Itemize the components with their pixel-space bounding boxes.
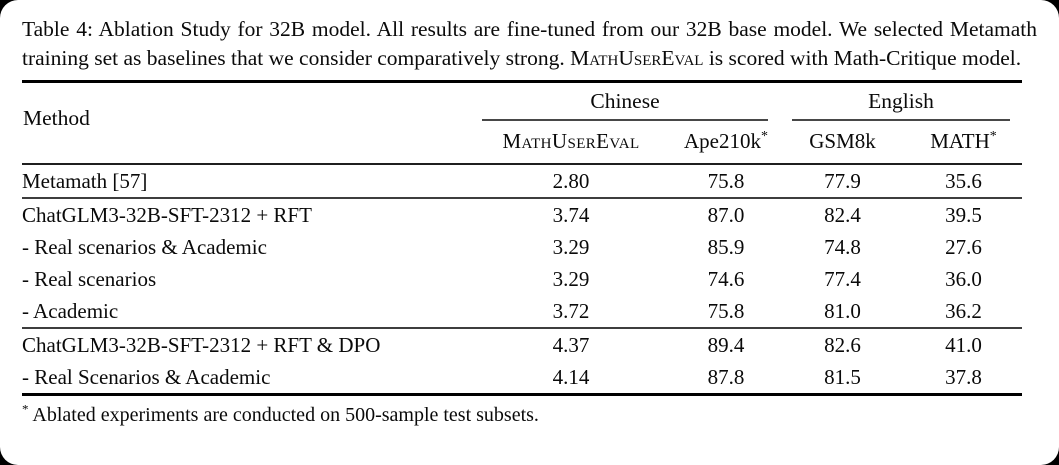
- ablation-table: Method Chinese English MathUserEval Ape2…: [22, 80, 1023, 396]
- group-header-chinese: Chinese: [470, 82, 780, 123]
- group-header-chinese-label: Chinese: [482, 89, 768, 121]
- col-header-ape210k-sup: *: [761, 129, 768, 144]
- table-row: Metamath [57] 2.80 75.8 77.9 35.6: [22, 164, 1022, 198]
- method-cell: ChatGLM3-32B-SFT-2312 + RFT: [22, 203, 312, 227]
- table-row: ChatGLM3-32B-SFT-2312 + RFT & DPO 4.37 89.…: [22, 328, 1022, 361]
- col-header-gsm8k: GSM8k: [809, 129, 876, 153]
- col-header-math: MATH*: [930, 129, 997, 153]
- value-cell: 82.4: [824, 203, 861, 227]
- table-row: - Real Scenarios & Academic 4.14 87.8 81.5 3…: [22, 361, 1022, 395]
- caption-text-before: Table 4: Ablation Study for 32B model. A…: [22, 17, 1037, 70]
- method-cell: - Academic: [22, 299, 119, 323]
- footnote-asterisk: *: [22, 401, 29, 417]
- table-footnote: * Ablated experiments are conducted on 5…: [22, 402, 1037, 428]
- table-row: ChatGLM3-32B-SFT-2312 + RFT 3.74 87.0 82.4 3…: [22, 198, 1022, 231]
- col-header-ape210k: Ape210k*: [684, 129, 768, 153]
- value-cell: 3.29: [552, 267, 590, 291]
- method-cell: Metamath [57]: [22, 169, 148, 193]
- column-header-row: MathUserEval Ape210k* GSM8k MATH*: [22, 122, 1022, 164]
- value-cell: 36.2: [945, 299, 982, 323]
- value-cell: 89.4: [707, 333, 745, 357]
- value-cell: 41.0: [945, 333, 982, 357]
- table-section: Metamath [57] 2.80 75.8 77.9 35.6: [22, 164, 1023, 198]
- col-header-mathusereval: MathUserEval: [502, 129, 640, 153]
- footnote-text: Ablated experiments are conducted on 500…: [32, 404, 539, 426]
- col-header-math-sup: *: [989, 129, 997, 144]
- method-cell: ChatGLM3-32B-SFT-2312 + RFT & DPO: [22, 333, 381, 357]
- group-header-english: English: [780, 82, 1022, 123]
- value-cell: 4.14: [552, 365, 590, 389]
- value-cell: 75.8: [707, 299, 745, 323]
- value-cell: 74.6: [707, 267, 745, 291]
- caption-text-after: is scored with Math-Critique model.: [703, 46, 1022, 70]
- value-cell: 74.8: [824, 235, 861, 259]
- value-cell: 82.6: [824, 333, 861, 357]
- value-cell: 27.6: [945, 235, 982, 259]
- value-cell: 81.0: [824, 299, 861, 323]
- table-header: Method Chinese English MathUserEval Ape2…: [22, 82, 1023, 164]
- value-cell: 81.5: [824, 365, 861, 389]
- value-cell: 3.74: [552, 203, 590, 227]
- table-caption: Table 4: Ablation Study for 32B model. A…: [22, 15, 1037, 73]
- value-cell: 2.80: [552, 169, 590, 193]
- table-row: - Academic 3.72 75.8 81.0 36.2: [22, 295, 1022, 328]
- method-cell: - Real scenarios: [22, 267, 157, 291]
- value-cell: 87.8: [707, 365, 745, 389]
- table-row: - Real scenarios 3.29 74.6 77.4 36.0: [22, 263, 1022, 295]
- value-cell: 36.0: [945, 267, 982, 291]
- col-header-method: Method: [23, 106, 90, 130]
- group-header-row: Method Chinese English: [22, 82, 1022, 130]
- value-cell: 39.5: [945, 203, 982, 227]
- table-section: ChatGLM3-32B-SFT-2312 + RFT 3.74 87.0 82.4 3…: [22, 198, 1023, 328]
- value-cell: 77.9: [824, 169, 861, 193]
- table-section: ChatGLM3-32B-SFT-2312 + RFT & DPO 4.37 89.…: [22, 328, 1022, 395]
- value-cell: 3.72: [552, 299, 590, 323]
- value-cell: 75.8: [707, 169, 745, 193]
- table-figure: Table 4: Ablation Study for 32B model. A…: [22, 15, 1037, 428]
- method-cell: - Real Scenarios & Academic: [22, 365, 271, 389]
- value-cell: 4.37: [552, 333, 590, 357]
- value-cell: 77.4: [824, 267, 861, 291]
- value-cell: 35.6: [945, 169, 982, 193]
- value-cell: 85.9: [707, 235, 745, 259]
- group-header-english-label: English: [792, 89, 1011, 121]
- caption-smallcaps-mathusereval: MathUserEval: [570, 46, 704, 70]
- value-cell: 37.8: [945, 365, 982, 389]
- table-row: - Real scenarios & Academic 3.29 85.9 74.8 2…: [22, 231, 1022, 263]
- value-cell: 87.0: [707, 203, 745, 227]
- method-cell: - Real scenarios & Academic: [22, 235, 267, 259]
- value-cell: 3.29: [552, 235, 590, 259]
